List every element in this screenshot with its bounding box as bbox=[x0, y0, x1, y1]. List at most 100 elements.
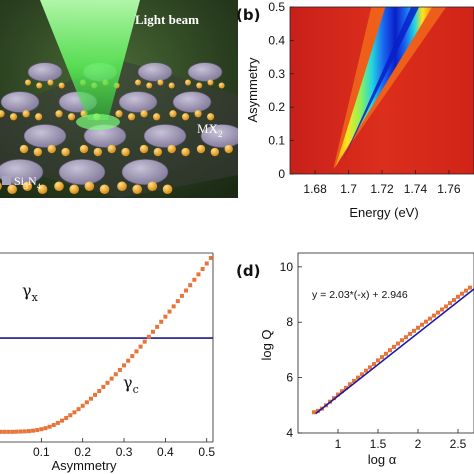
si3n4-legend-swatch bbox=[2, 176, 11, 185]
gamma-x-tick-label: 0.3 bbox=[116, 445, 133, 459]
mx2-particle bbox=[153, 147, 163, 157]
logq-data-point bbox=[432, 313, 436, 318]
mx2-particle bbox=[153, 113, 161, 121]
beam-spot bbox=[76, 114, 120, 130]
logq-data-point bbox=[436, 310, 440, 315]
logq-y-tick-label: 8 bbox=[286, 315, 293, 329]
gamma-c-symbol: γ bbox=[123, 373, 133, 392]
mx2-particle bbox=[207, 79, 214, 86]
heatmap-y-tick-label: 0 bbox=[278, 167, 285, 181]
logq-data-point bbox=[376, 358, 380, 363]
logq-fit-line bbox=[315, 288, 474, 415]
nanodisk bbox=[137, 62, 173, 82]
logq-data-point bbox=[452, 298, 456, 303]
logq-data-point bbox=[428, 316, 432, 321]
mx2-particle bbox=[238, 148, 246, 156]
mx2-particle bbox=[207, 113, 215, 121]
gamma-c-point bbox=[22, 429, 27, 434]
mx2-particle bbox=[47, 144, 56, 154]
mx2-particle bbox=[168, 82, 175, 89]
mx2-particle bbox=[79, 144, 89, 154]
logq-data-point bbox=[344, 385, 348, 390]
svg-text:γc: γc bbox=[123, 373, 139, 396]
svg-text:γx: γx bbox=[22, 281, 39, 304]
nanodisk bbox=[172, 91, 212, 113]
mx2-particle bbox=[121, 147, 130, 157]
panel-b-label: (b) bbox=[236, 6, 260, 24]
fit-equation: y = 2.03*(-x) + 2.946 bbox=[312, 289, 408, 301]
logq-data-point bbox=[356, 375, 360, 380]
mx2-particle bbox=[147, 181, 158, 192]
mx2-particle bbox=[127, 113, 136, 121]
logq-data-point bbox=[404, 335, 408, 340]
gamma-x-tick-label: 0.1 bbox=[33, 445, 50, 459]
gamma-c-point bbox=[208, 255, 213, 260]
gamma-c-point bbox=[196, 272, 201, 277]
mx2-particle bbox=[61, 147, 70, 157]
logq-data-point bbox=[372, 362, 376, 367]
gamma-c-point bbox=[155, 324, 160, 329]
mx2-particle bbox=[139, 144, 149, 154]
si-n-label: N bbox=[28, 174, 37, 188]
nanodisk bbox=[0, 91, 40, 113]
logq-data-point bbox=[392, 344, 396, 349]
logq-data-point bbox=[400, 338, 404, 343]
mx2-particle bbox=[25, 79, 31, 86]
logq-x-tick-label: 1.5 bbox=[370, 437, 387, 451]
gamma-c-point bbox=[6, 429, 11, 434]
mx2-particle bbox=[84, 181, 95, 192]
mx2-particle bbox=[185, 79, 191, 86]
heatmap-resonance-core bbox=[343, 7, 420, 160]
nanodisk bbox=[23, 124, 67, 148]
gamma-c-point bbox=[122, 363, 127, 368]
gamma-c-point bbox=[35, 428, 40, 433]
mx2-particle bbox=[93, 147, 103, 157]
mx2-particle bbox=[196, 82, 203, 89]
nanodisk bbox=[58, 159, 106, 185]
logq-data-point bbox=[312, 410, 316, 415]
mx2-particle bbox=[167, 144, 176, 154]
panel-d-label: (d) bbox=[236, 262, 260, 280]
gamma-c-point bbox=[76, 407, 81, 412]
logq-data-point bbox=[348, 382, 352, 387]
logq-x-tick-label: 2.5 bbox=[450, 437, 467, 451]
mx2-particle bbox=[54, 181, 64, 192]
mx2-subscript: 2 bbox=[218, 129, 223, 139]
logq-data-point bbox=[332, 396, 336, 401]
logq-y-tick-label: 10 bbox=[280, 260, 294, 274]
gamma-c-point bbox=[192, 277, 197, 282]
mx2-particle bbox=[67, 113, 76, 121]
nanodisk-array bbox=[0, 62, 238, 185]
logq-data-point bbox=[424, 319, 428, 324]
heatmap-x-tick-label: 1.7 bbox=[340, 182, 357, 196]
logq-data-point bbox=[352, 378, 356, 383]
gamma-c-point bbox=[188, 283, 193, 288]
gamma-c-point bbox=[117, 367, 122, 372]
gamma-c-subscript: c bbox=[133, 383, 139, 396]
logq-x-axis-label: log α bbox=[368, 452, 397, 467]
heatmap-x-axis-label: Energy (eV) bbox=[349, 205, 418, 220]
mx2-particle bbox=[36, 82, 43, 89]
mx2-particle bbox=[169, 110, 177, 118]
mx2-label: MX bbox=[197, 121, 219, 136]
heatmap-chart: 1.681.71.721.741.761.700.10.20.30.40.5 E… bbox=[245, 0, 474, 220]
mx2-particle bbox=[194, 110, 202, 118]
panel-a-illustration: Light beam MX2 Si3N4 bbox=[0, 0, 246, 198]
gamma-c-point bbox=[134, 349, 139, 354]
nanodisk bbox=[187, 62, 223, 82]
heatmap-y-axis-label: Asymmetry bbox=[245, 57, 260, 123]
nanodisk bbox=[200, 124, 238, 148]
nanodisk bbox=[143, 124, 187, 148]
gamma-c-point bbox=[0, 429, 2, 434]
gamma-c-point bbox=[113, 372, 118, 377]
logq-data-point bbox=[420, 322, 424, 327]
heatmap-y-tick-label: 0.5 bbox=[268, 0, 285, 14]
mx2-particle bbox=[117, 181, 127, 192]
mx2-particle bbox=[218, 82, 225, 89]
logq-y-tick-label: 4 bbox=[286, 426, 293, 440]
mx2-particle bbox=[140, 110, 148, 118]
gamma-c-point bbox=[130, 354, 135, 359]
mx2-particle-array bbox=[0, 79, 246, 195]
logq-data-point bbox=[464, 288, 468, 293]
gamma-x-tick-label: 0.5 bbox=[198, 445, 215, 459]
